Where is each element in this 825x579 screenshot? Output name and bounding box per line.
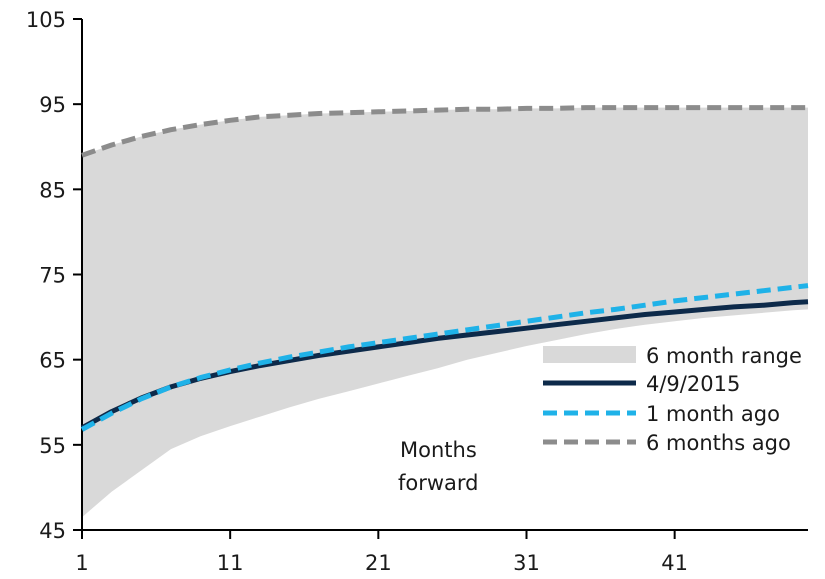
- series-layer: [80, 105, 809, 432]
- series-line-six-months: [81, 105, 808, 158]
- legend-label-six-months: 6 months ago: [646, 431, 791, 455]
- y-tick-label: 75: [39, 264, 66, 288]
- range-band: [82, 107, 808, 518]
- legend-label-current: 4/9/2015: [646, 372, 740, 396]
- legend-swatch-range: [543, 346, 636, 363]
- y-tick-label: 105: [26, 8, 66, 32]
- y-tick-label: 95: [39, 93, 66, 117]
- series-line-one-month: [80, 283, 809, 432]
- x-tick-label: 21: [365, 551, 392, 575]
- x-tick-label: 11: [217, 551, 244, 575]
- legend-label-range: 6 month range: [646, 344, 802, 368]
- legend-label-one-month: 1 month ago: [646, 402, 780, 426]
- y-tick-label: 45: [39, 519, 66, 543]
- y-tick-label: 65: [39, 349, 66, 373]
- y-tick-label: 85: [39, 178, 66, 202]
- x-tick-label: 1: [75, 551, 88, 575]
- annotation-line-2: forward: [398, 471, 479, 495]
- annotation-line-1: Months: [400, 438, 477, 462]
- annotation: Months forward: [398, 438, 479, 495]
- x-tick-label: 41: [661, 551, 688, 575]
- range-band-layer: [82, 107, 808, 518]
- legend: 6 month range 4/9/2015 1 month ago 6 mon…: [543, 344, 802, 455]
- x-tick-label: 31: [513, 551, 540, 575]
- y-tick-label: 55: [39, 434, 66, 458]
